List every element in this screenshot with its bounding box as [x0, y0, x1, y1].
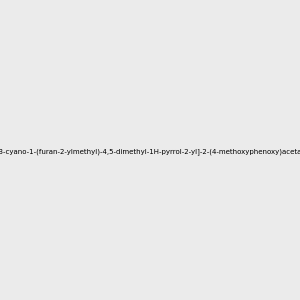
- Text: N-[3-cyano-1-(furan-2-ylmethyl)-4,5-dimethyl-1H-pyrrol-2-yl]-2-(4-methoxyphenoxy: N-[3-cyano-1-(furan-2-ylmethyl)-4,5-dime…: [0, 148, 300, 155]
